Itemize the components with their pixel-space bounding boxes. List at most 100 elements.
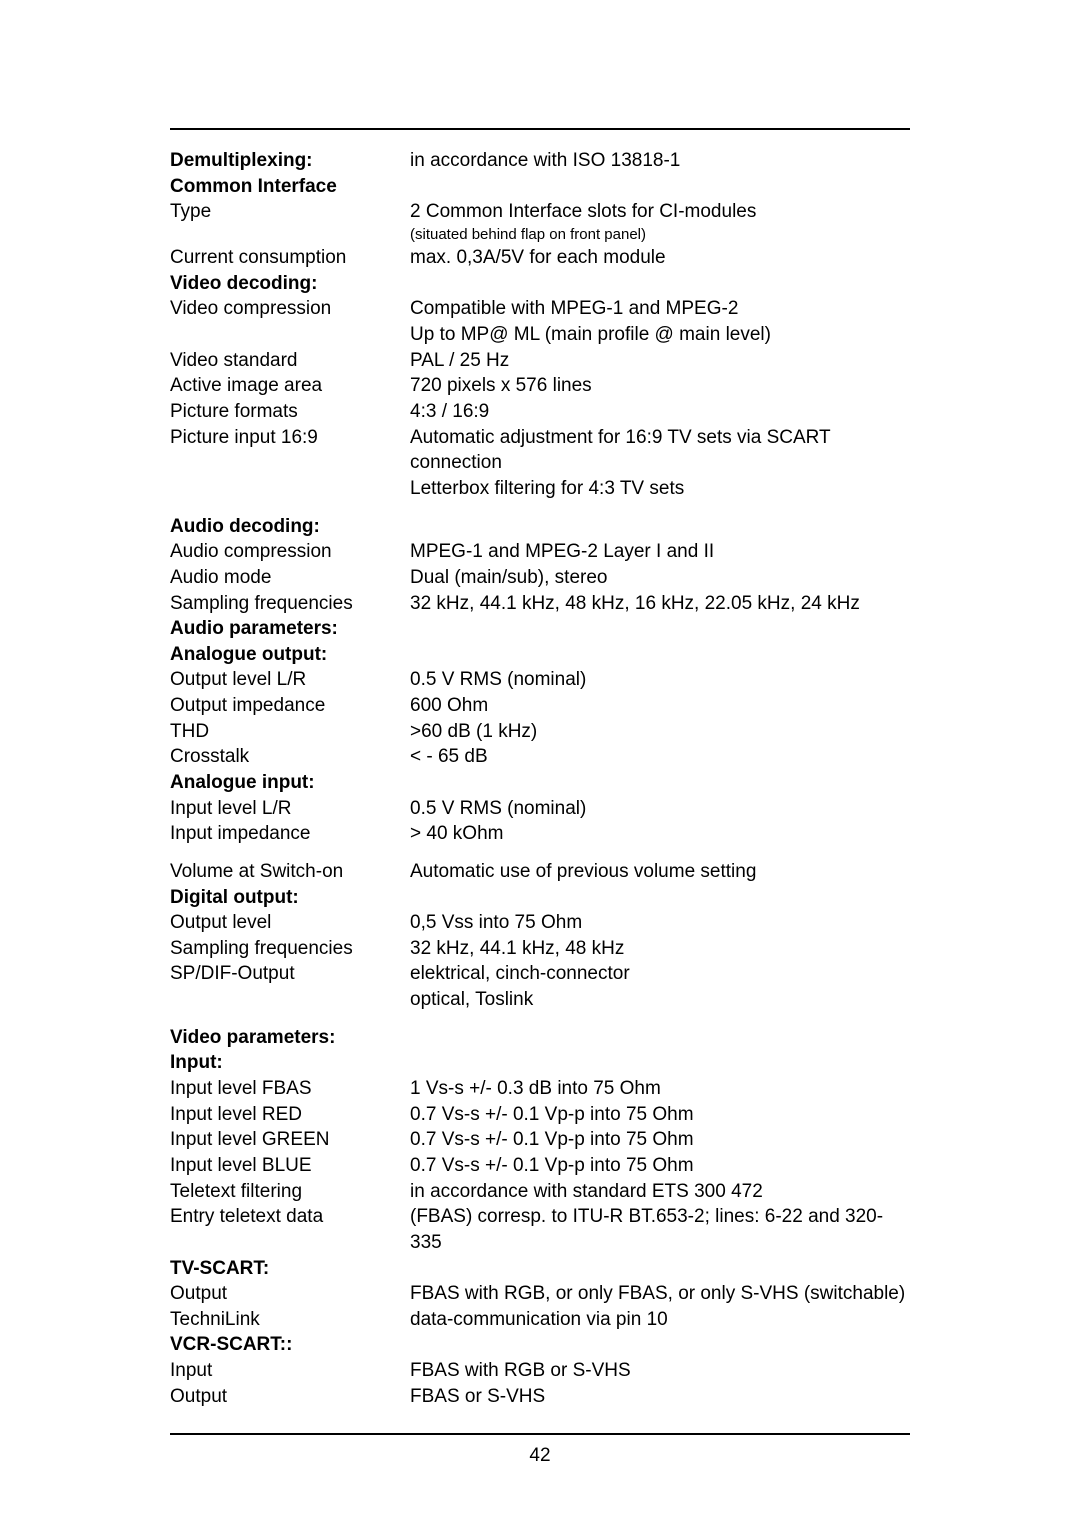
video-compression-row: Video compression Compatible with MPEG-1…	[170, 296, 910, 322]
volume-row: Volume at Switch-on Automatic use of pre…	[170, 859, 910, 885]
digital-level-row: Output level 0,5 Vss into 75 Ohm	[170, 910, 910, 936]
current-row: Current consumption max. 0,3A/5V for eac…	[170, 245, 910, 271]
technilink-label: TechniLink	[170, 1307, 410, 1333]
fbas-row: Input level FBAS 1 Vs-s +/- 0.3 dB into …	[170, 1076, 910, 1102]
thd-label: THD	[170, 719, 410, 745]
analogue-in-heading: Analogue input:	[170, 770, 410, 796]
teletext-data-row: Entry teletext data (FBAS) corresp. to I…	[170, 1204, 910, 1255]
active-area-value: 720 pixels x 576 lines	[410, 373, 910, 399]
blue-value: 0.7 Vs-s +/- 0.1 Vp-p into 75 Ohm	[410, 1153, 910, 1179]
page-number: 42	[170, 1445, 910, 1467]
in-level-row: Input level L/R 0.5 V RMS (nominal)	[170, 796, 910, 822]
demux-value: in accordance with ISO 13818-1	[410, 148, 910, 174]
spdif-value2: optical, Toslink	[410, 987, 910, 1013]
volume-label: Volume at Switch-on	[170, 859, 410, 885]
type-note: (situated behind flap on front panel)	[410, 225, 910, 245]
vcrscart-output-value: FBAS or S-VHS	[410, 1384, 910, 1410]
audio-compression-value: MPEG-1 and MPEG-2 Layer I and II	[410, 539, 910, 565]
video-standard-label: Video standard	[170, 348, 410, 374]
audio-sampling-row: Sampling frequencies 32 kHz, 44.1 kHz, 4…	[170, 591, 910, 617]
digital-level-label: Output level	[170, 910, 410, 936]
digital-output-heading-row: Digital output:	[170, 885, 910, 911]
technilink-row: TechniLink data-communication via pin 10	[170, 1307, 910, 1333]
analogue-out-heading-row: Analogue output:	[170, 642, 910, 668]
thd-value: >60 dB (1 kHz)	[410, 719, 910, 745]
green-label: Input level GREEN	[170, 1127, 410, 1153]
crosstalk-label: Crosstalk	[170, 744, 410, 770]
tvscart-output-label: Output	[170, 1281, 410, 1307]
tvscart-heading-row: TV-SCART:	[170, 1256, 910, 1282]
out-level-value: 0.5 V RMS (nominal)	[410, 667, 910, 693]
spdif-row: SP/DIF-Output elektrical, cinch-connecto…	[170, 961, 910, 987]
vcrscart-heading: VCR-SCART::	[170, 1332, 410, 1358]
thd-row: THD >60 dB (1 kHz)	[170, 719, 910, 745]
picture-input-value2: Letterbox filtering for 4:3 TV sets	[410, 476, 910, 502]
video-compression-row2: Up to MP@ ML (main profile @ main level)	[170, 322, 910, 348]
video-decoding-heading-row: Video decoding:	[170, 271, 910, 297]
blue-label: Input level BLUE	[170, 1153, 410, 1179]
vcrscart-output-row: Output FBAS or S-VHS	[170, 1384, 910, 1410]
audio-mode-value: Dual (main/sub), stereo	[410, 565, 910, 591]
fbas-value: 1 Vs-s +/- 0.3 dB into 75 Ohm	[410, 1076, 910, 1102]
fbas-label: Input level FBAS	[170, 1076, 410, 1102]
type-value: 2 Common Interface slots for CI-modules	[410, 199, 910, 225]
video-compression-value2: Up to MP@ ML (main profile @ main level)	[410, 322, 910, 348]
digital-level-value: 0,5 Vss into 75 Ohm	[410, 910, 910, 936]
tvscart-output-value: FBAS with RGB, or only FBAS, or only S-V…	[410, 1281, 910, 1307]
teletext-filter-label: Teletext filtering	[170, 1179, 410, 1205]
picture-formats-label: Picture formats	[170, 399, 410, 425]
digital-sampling-label: Sampling frequencies	[170, 936, 410, 962]
digital-sampling-row: Sampling frequencies 32 kHz, 44.1 kHz, 4…	[170, 936, 910, 962]
spdif-value1: elektrical, cinch-connector	[410, 961, 910, 987]
in-level-value: 0.5 V RMS (nominal)	[410, 796, 910, 822]
audio-compression-label: Audio compression	[170, 539, 410, 565]
picture-formats-row: Picture formats 4:3 / 16:9	[170, 399, 910, 425]
in-impedance-label: Input impedance	[170, 821, 410, 847]
audio-sampling-value: 32 kHz, 44.1 kHz, 48 kHz, 16 kHz, 22.05 …	[410, 591, 910, 617]
teletext-data-value: (FBAS) corresp. to ITU-R BT.653-2; lines…	[410, 1204, 910, 1255]
bottom-rule	[170, 1433, 910, 1435]
teletext-data-label: Entry teletext data	[170, 1204, 410, 1230]
tvscart-heading: TV-SCART:	[170, 1256, 410, 1282]
video-compression-label: Video compression	[170, 296, 410, 322]
vcrscart-input-label: Input	[170, 1358, 410, 1384]
audio-sampling-label: Sampling frequencies	[170, 591, 410, 617]
audio-mode-label: Audio mode	[170, 565, 410, 591]
video-compression-value1: Compatible with MPEG-1 and MPEG-2	[410, 296, 910, 322]
input-heading-row: Input:	[170, 1050, 910, 1076]
demux-row: Demultiplexing: in accordance with ISO 1…	[170, 148, 910, 174]
picture-formats-value: 4:3 / 16:9	[410, 399, 910, 425]
crosstalk-row: Crosstalk < - 65 dB	[170, 744, 910, 770]
digital-sampling-value: 32 kHz, 44.1 kHz, 48 kHz	[410, 936, 910, 962]
spdif-row2: optical, Toslink	[170, 987, 910, 1013]
audio-params-heading-row: Audio parameters:	[170, 616, 910, 642]
red-label: Input level RED	[170, 1102, 410, 1128]
red-row: Input level RED 0.7 Vs-s +/- 0.1 Vp-p in…	[170, 1102, 910, 1128]
in-level-label: Input level L/R	[170, 796, 410, 822]
out-impedance-value: 600 Ohm	[410, 693, 910, 719]
out-level-row: Output level L/R 0.5 V RMS (nominal)	[170, 667, 910, 693]
active-area-row: Active image area 720 pixels x 576 lines	[170, 373, 910, 399]
picture-input-row: Picture input 16:9 Automatic adjustment …	[170, 425, 910, 476]
top-rule	[170, 128, 910, 130]
technilink-value: data-communication via pin 10	[410, 1307, 910, 1333]
common-interface-heading-row: Common Interface	[170, 174, 910, 200]
vcrscart-output-label: Output	[170, 1384, 410, 1410]
audio-decoding-heading: Audio decoding:	[170, 514, 410, 540]
teletext-filter-value: in accordance with standard ETS 300 472	[410, 1179, 910, 1205]
video-decoding-heading: Video decoding:	[170, 271, 410, 297]
audio-decoding-heading-row: Audio decoding:	[170, 514, 910, 540]
picture-input-value1: Automatic adjustment for 16:9 TV sets vi…	[410, 425, 910, 476]
vcrscart-input-value: FBAS with RGB or S-VHS	[410, 1358, 910, 1384]
red-value: 0.7 Vs-s +/- 0.1 Vp-p into 75 Ohm	[410, 1102, 910, 1128]
video-params-heading-row: Video parameters:	[170, 1025, 910, 1051]
out-impedance-row: Output impedance 600 Ohm	[170, 693, 910, 719]
video-params-heading: Video parameters:	[170, 1025, 410, 1051]
current-value: max. 0,3A/5V for each module	[410, 245, 910, 271]
spdif-label: SP/DIF-Output	[170, 961, 410, 987]
type-note-row: (situated behind flap on front panel)	[170, 225, 910, 245]
common-interface-heading: Common Interface	[170, 174, 410, 200]
audio-mode-row: Audio mode Dual (main/sub), stereo	[170, 565, 910, 591]
input-heading: Input:	[170, 1050, 410, 1076]
vcrscart-heading-row: VCR-SCART::	[170, 1332, 910, 1358]
